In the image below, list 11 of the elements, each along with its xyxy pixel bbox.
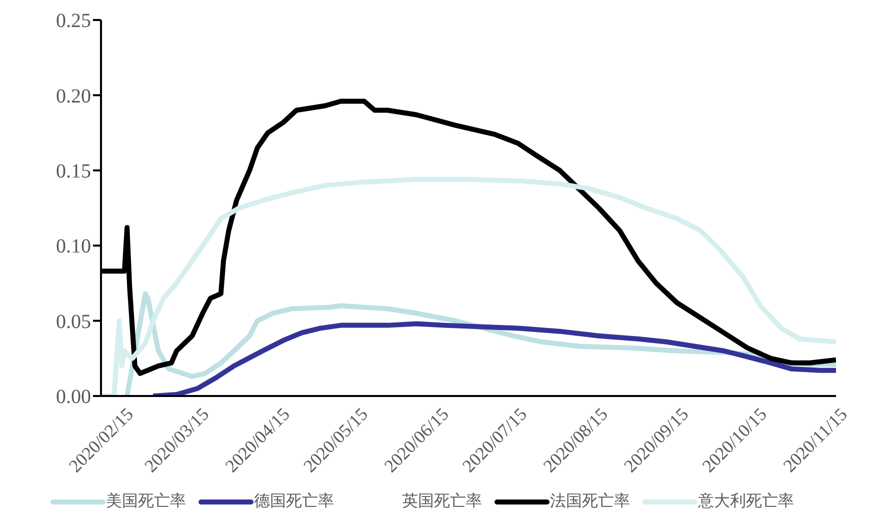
legend-label: 意大利死亡率 [698,492,794,512]
y-tick-label: 0.05 [56,310,91,333]
y-tick-label: 0.25 [56,10,91,32]
text: 英国死亡率 [402,492,482,512]
y-tick-label: 0.20 [56,85,91,108]
legend-label: 法国死亡率 [550,492,630,512]
legend-label: 德国死亡率 [254,492,334,512]
y-tick-label: 0.15 [56,160,91,182]
y-tick-label: 0.10 [56,236,91,258]
y-tick-label: 0.00 [56,386,91,408]
legend-label: 美国死亡率 [106,492,186,512]
